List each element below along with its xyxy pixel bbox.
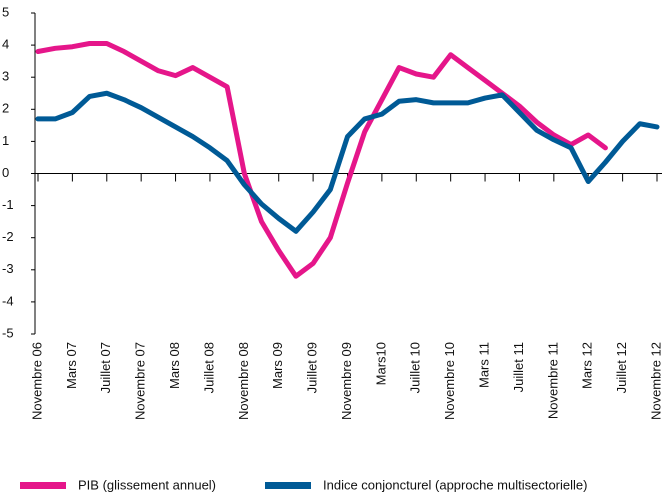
y-tick-label: 2 — [2, 101, 9, 116]
series-line — [35, 40, 608, 279]
y-tick-label: -4 — [2, 293, 14, 308]
x-tick-label: Juillet 09 — [305, 342, 320, 393]
x-tick-label: Novembre 11 — [545, 342, 560, 419]
x-tick-label: Juillet 12 — [614, 342, 629, 393]
x-tick-label: Novembre 07 — [133, 342, 148, 420]
x-tick-label: Novembre 06 — [29, 342, 44, 420]
x-tick-label: Novembre 10 — [442, 342, 457, 420]
y-tick-label: 3 — [2, 69, 9, 84]
legend-swatch — [20, 482, 66, 489]
y-tick-label: 0 — [2, 165, 9, 180]
y-tick-label: -2 — [2, 229, 14, 244]
x-tick-label: Mars 07 — [64, 342, 79, 389]
x-tick-label: Juillet 08 — [201, 342, 216, 393]
x-tick-label: Mars 12 — [580, 342, 595, 389]
y-tick-label: -3 — [2, 261, 14, 276]
x-tick-label: Mars10 — [373, 342, 388, 385]
x-tick-label: Mars 09 — [270, 342, 285, 389]
x-tick-label: Juillet 11 — [511, 342, 526, 392]
y-tick-label: 1 — [2, 133, 9, 148]
y-tick-label: 4 — [2, 37, 9, 52]
series-line — [35, 90, 660, 234]
x-tick-label: Mars 08 — [167, 342, 182, 389]
legend-label: Indice conjoncturel (approche multisecto… — [323, 477, 587, 492]
legend-label: PIB (glissement annuel) — [78, 477, 216, 492]
y-tick-label: -5 — [2, 325, 14, 340]
x-tick-label: Novembre 12 — [648, 342, 663, 420]
x-tick-label: Juillet 07 — [98, 342, 113, 393]
legend-swatch — [265, 482, 311, 489]
x-tick-label: Juillet 10 — [408, 342, 423, 393]
x-tick-label: Novembre 08 — [236, 342, 251, 420]
x-tick-label: Novembre 09 — [339, 342, 354, 420]
y-tick-label: 5 — [2, 4, 9, 19]
x-tick-label: Mars 11 — [476, 342, 491, 388]
y-tick-label: -1 — [2, 197, 14, 212]
